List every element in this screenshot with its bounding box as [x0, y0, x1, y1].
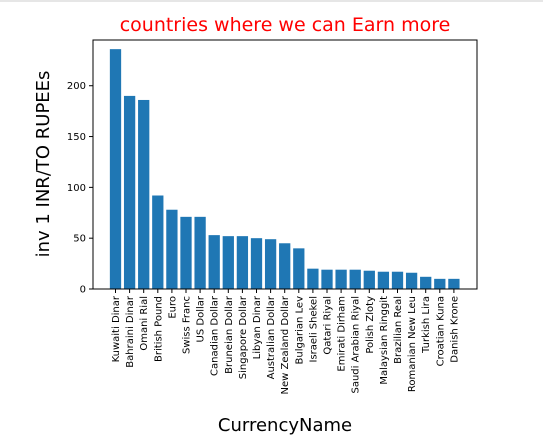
x-tick-label: Canadian Dollar: [210, 295, 221, 376]
x-axis-label: CurrencyName: [218, 415, 352, 436]
bar: [123, 95, 136, 290]
bar: [152, 195, 164, 289]
x-tick-label: Bulgarian Lev: [294, 296, 305, 365]
x-tick-label: Bahraini Dinar: [125, 295, 136, 368]
y-tick-label: 50: [73, 234, 86, 245]
x-tick-label: Swiss Franc: [182, 296, 193, 354]
x-tick-label: Croatian Kuna: [435, 296, 446, 366]
x-tick-label: Polish Zloty: [365, 296, 376, 354]
x-axis: Kuwaiti Dinar Bahraini Dinar Omani Rial Bri…: [111, 289, 460, 395]
bar: [434, 278, 446, 289]
bar: [180, 216, 192, 289]
x-tick-label: Singapore Dollar: [238, 295, 249, 379]
bar: [264, 239, 277, 289]
bar: [279, 243, 291, 289]
bar: [391, 271, 404, 289]
bar: [307, 268, 319, 289]
x-tick-label: Romanian New Leu: [407, 296, 418, 392]
bar: [194, 216, 206, 289]
bar: [448, 278, 460, 289]
x-tick-label: British Pound: [153, 296, 164, 362]
bars-group: [109, 49, 460, 290]
bar: [208, 235, 220, 289]
bar: [405, 272, 418, 289]
x-tick-label: Qatari Riyal: [323, 296, 334, 355]
x-tick-label: Euro: [167, 296, 178, 319]
chart-title: countries where we can Earn more: [120, 14, 451, 36]
bar: [250, 238, 263, 289]
bar: [138, 99, 150, 290]
bar: [321, 269, 333, 289]
x-tick-label: Saudi Arabian Riyal: [351, 296, 362, 394]
x-tick-label: Australian Dollar: [266, 295, 277, 379]
y-axis-label: inv 1 INR/TO RUPEEs: [33, 71, 54, 258]
bar: [377, 271, 390, 289]
x-tick-label: Emirati Dirham: [337, 296, 348, 372]
bar: [335, 269, 347, 289]
x-tick-label: Bruneian Dollar: [224, 295, 235, 374]
x-tick-label: Kuwaiti Dinar: [111, 295, 122, 362]
bar: [222, 236, 234, 289]
bar: [236, 236, 249, 289]
bar: [420, 276, 432, 289]
bar: [166, 209, 178, 289]
x-tick-label: Turkish Lira: [421, 296, 432, 354]
bar: [349, 269, 361, 289]
x-tick-label: Libyan Dinar: [252, 295, 263, 359]
y-tick-label: 100: [67, 183, 86, 194]
x-tick-label: New Zealand Dollar: [280, 295, 291, 394]
top-divider: [0, 0, 543, 2]
x-tick-label: Brazilian Real: [393, 296, 404, 364]
bar: [109, 49, 122, 290]
bar: [293, 248, 305, 289]
x-tick-label: US Dollar: [196, 295, 207, 342]
x-tick-label: Danish Krone: [449, 296, 460, 363]
x-tick-label: Omani Rial: [139, 296, 150, 351]
y-axis: 0 50 100 150 200: [67, 81, 93, 296]
bar: [363, 270, 375, 289]
y-tick-label: 150: [67, 132, 86, 143]
y-tick-label: 0: [80, 285, 86, 296]
x-tick-label: Malaysian Ringgit: [379, 296, 390, 385]
y-tick-label: 200: [67, 81, 86, 92]
x-tick-label: Israeli Shekel: [308, 296, 319, 363]
